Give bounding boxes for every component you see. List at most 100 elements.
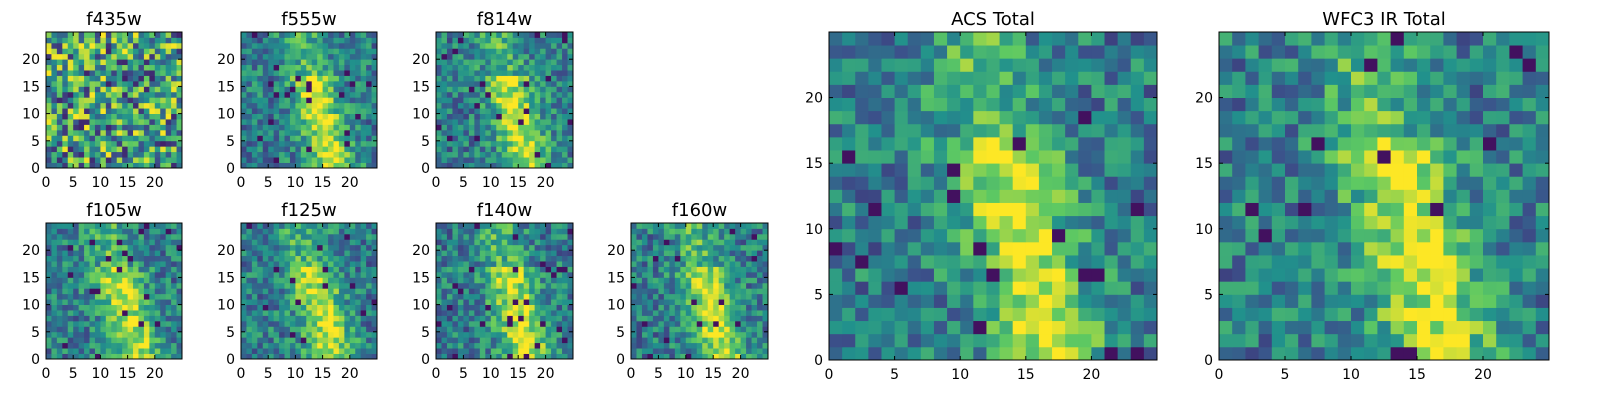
heatmap-cell [355, 81, 361, 87]
heatmap-cell [653, 321, 659, 327]
heatmap-cell [306, 288, 312, 294]
heatmap-cell [285, 48, 291, 54]
heatmap-cell [285, 261, 291, 267]
heatmap-cell [328, 256, 334, 262]
heatmap-cell [947, 255, 961, 269]
heatmap-cell [312, 70, 318, 76]
heatmap-cell [540, 337, 546, 343]
heatmap-cell [469, 228, 475, 234]
heatmap-cell [73, 81, 79, 87]
heatmap-cell [529, 239, 535, 245]
heatmap-cell [171, 294, 177, 300]
heatmap-cell [746, 294, 752, 300]
heatmap-cell [480, 32, 486, 38]
heatmap-cell [328, 272, 334, 278]
x-tick-label: 15 [314, 175, 332, 191]
heatmap-cell [686, 283, 692, 289]
heatmap-cell [1065, 203, 1079, 217]
heatmap-cell [171, 299, 177, 305]
heatmap-cell [171, 37, 177, 43]
heatmap-cell [908, 281, 922, 295]
heatmap-cell [361, 48, 367, 54]
heatmap-cell [535, 337, 541, 343]
heatmap-cell [361, 65, 367, 71]
heatmap-cell [51, 348, 57, 354]
heatmap-cell [480, 277, 486, 283]
heatmap-cell [842, 268, 856, 282]
heatmap-cell [100, 43, 106, 49]
heatmap-cell [746, 261, 752, 267]
heatmap-cell [339, 283, 345, 289]
heatmap-cell [312, 92, 318, 98]
heatmap-cell [551, 81, 557, 87]
heatmap-cell [106, 130, 112, 136]
heatmap-cell [562, 223, 568, 229]
heatmap-cell [246, 103, 252, 109]
heatmap-cell [279, 135, 285, 141]
heatmap-cell [301, 119, 307, 125]
heatmap-cell [647, 261, 653, 267]
heatmap-cell [675, 245, 681, 251]
heatmap-cell [686, 348, 692, 354]
heatmap-cell [333, 348, 339, 354]
heatmap-cell [285, 321, 291, 327]
heatmap-cell [274, 92, 280, 98]
heatmap-cell [241, 43, 247, 49]
heatmap-cell [57, 256, 63, 262]
heatmap-cell [675, 305, 681, 311]
heatmap-cell [496, 135, 502, 141]
heatmap-cell [540, 103, 546, 109]
heatmap-cell [100, 223, 106, 229]
heatmap-cell [653, 272, 659, 278]
heatmap-cell [1052, 268, 1066, 282]
heatmap-cell [686, 228, 692, 234]
heatmap-cell [62, 272, 68, 278]
heatmap-cell [171, 310, 177, 316]
heatmap-cell [290, 54, 296, 60]
heatmap-cell [366, 130, 372, 136]
heatmap-cell [829, 163, 843, 177]
heatmap-cell [636, 223, 642, 229]
heatmap-cell [355, 59, 361, 65]
heatmap-cell [100, 250, 106, 256]
x-tick-label: 0 [237, 366, 246, 382]
x-tick-label: 5 [264, 366, 273, 382]
heatmap-cell [708, 337, 714, 343]
heatmap-cell [46, 234, 52, 240]
heatmap-cell [350, 326, 356, 332]
heatmap-cell [724, 305, 730, 311]
heatmap-cell [452, 124, 458, 130]
heatmap-cell [263, 250, 269, 256]
heatmap-cell [100, 228, 106, 234]
heatmap-cell [263, 141, 269, 147]
heatmap-cell [664, 245, 670, 251]
heatmap-cell [735, 267, 741, 273]
heatmap-cell [908, 294, 922, 308]
heatmap-cell [160, 250, 166, 256]
heatmap-cell [908, 216, 922, 230]
heatmap-cell [458, 343, 464, 349]
heatmap-cell [1026, 150, 1040, 164]
heatmap-cell [68, 337, 74, 343]
heatmap-cell [128, 267, 134, 273]
heatmap-cell [68, 256, 74, 262]
heatmap-cell [279, 294, 285, 300]
heatmap-cell [452, 65, 458, 71]
heatmap-cell [529, 277, 535, 283]
heatmap-cell [540, 250, 546, 256]
heatmap-cell [57, 310, 63, 316]
heatmap-cell [691, 321, 697, 327]
heatmap-cell [895, 216, 909, 230]
heatmap-cell [312, 108, 318, 114]
heatmap-cell [257, 239, 263, 245]
heatmap-cell [546, 299, 552, 305]
heatmap-cell [317, 299, 323, 305]
heatmap-cell [51, 261, 57, 267]
heatmap-cell [323, 256, 329, 262]
heatmap-cell [128, 239, 134, 245]
heatmap-cell [339, 108, 345, 114]
heatmap-cell [474, 294, 480, 300]
heatmap-cell [636, 321, 642, 327]
heatmap-cell [285, 81, 291, 87]
heatmap-cell [458, 114, 464, 120]
